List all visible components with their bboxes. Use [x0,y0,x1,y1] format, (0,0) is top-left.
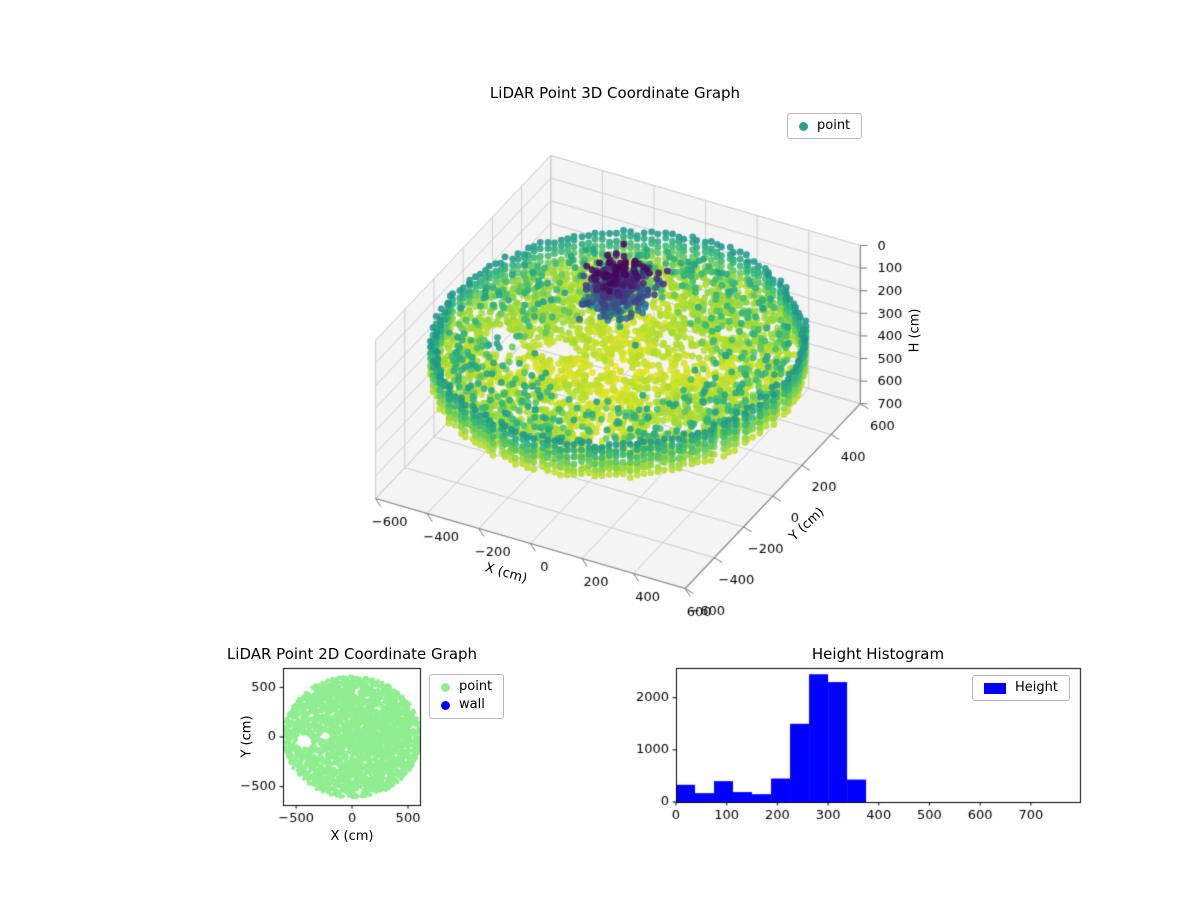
legend-entry-height: Height [984,680,1058,695]
plot3d-title: LiDAR Point 3D Coordinate Graph [489,84,741,102]
legend-entry-point: point [799,118,851,133]
plot2d-ylabel: Y (cm) [239,715,255,758]
legend-entry-point-label: point [817,118,851,133]
point-marker-icon [799,121,808,131]
point-marker-icon [441,682,450,692]
plot3d-legend: point [787,113,863,140]
hist-legend: Height [972,675,1070,702]
height-swatch-icon [984,682,1006,694]
plot3d-zlabel: H (cm) [907,308,923,353]
plot2d-xlabel: X (cm) [330,829,374,844]
plot2d-title: LiDAR Point 2D Coordinate Graph [226,645,478,663]
hist-title: Height Histogram [811,645,945,663]
legend-entry-point-label: point [459,679,493,694]
legend-entry-point: point [441,679,493,694]
plot2d-legend: point wall [429,674,505,719]
wall-marker-icon [441,700,450,710]
legend-entry-height-label: Height [1015,680,1058,695]
legend-entry-wall-label: wall [459,697,485,713]
legend-entry-wall: wall [441,697,492,713]
